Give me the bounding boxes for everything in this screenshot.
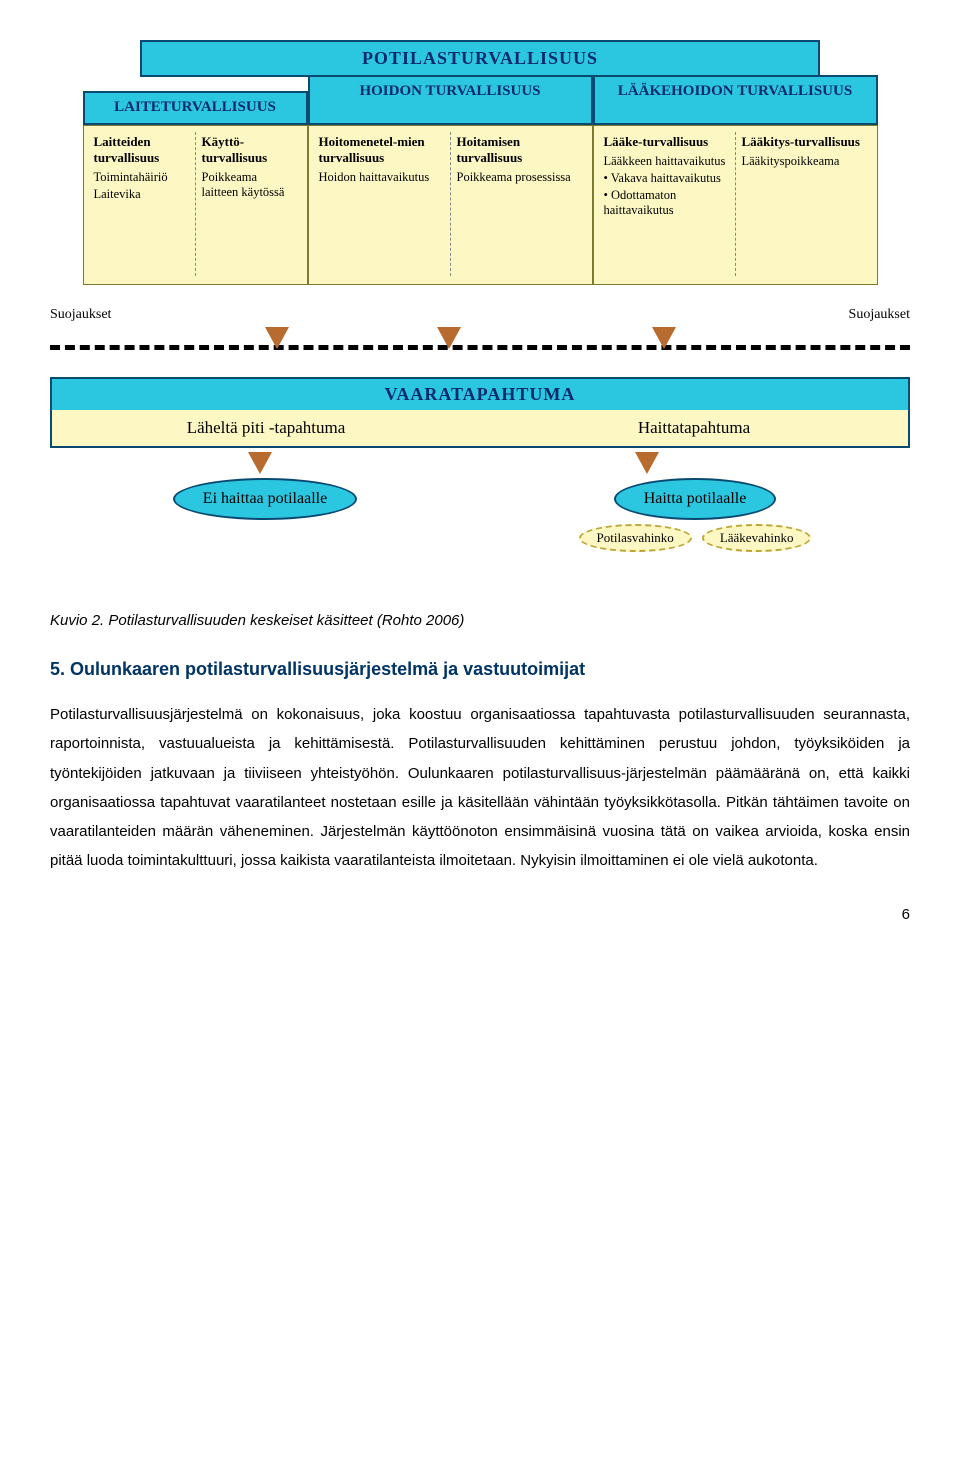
vaaratapahtuma-box: VAARATAPAHTUMA Läheltä piti -tapahtuma H… [50, 377, 910, 448]
sub-line: Lääkkeen haittavaikutus [604, 154, 729, 169]
barrier [50, 327, 910, 367]
page-number: 6 [50, 906, 910, 923]
sub-line: • Odottamaton haittavaikutus [604, 188, 729, 218]
diagram-top-header: POTILASTURVALLISUUS [140, 40, 820, 77]
vt-left: Läheltä piti -tapahtuma [52, 410, 480, 446]
sub-title: Lääkitys-turvallisuus [742, 134, 867, 150]
vt-header: VAARATAPAHTUMA [52, 379, 908, 410]
sub-line: Laitevika [94, 187, 189, 202]
sub-title: Hoitamisen turvallisuus [457, 134, 582, 166]
small-ellipse-potilasvahinko: Potilasvahinko [579, 524, 692, 552]
sub-block: Lääkitys-turvallisuus Lääkityspoikkeama [735, 132, 873, 276]
body-paragraph: Potilasturvallisuusjärjestelmä on kokona… [50, 700, 910, 876]
sub-title: Hoitomenetel-mien turvallisuus [319, 134, 444, 166]
sub-title: Laitteiden turvallisuus [94, 134, 189, 166]
column: LAITETURVALLISUUS Laitteiden turvallisuus… [83, 75, 308, 285]
ellipse-row: Ei haittaa potilaalle Haitta potilaalle … [50, 478, 910, 552]
sub-line: • Vakava haittavaikutus [604, 171, 729, 186]
column-body: Hoitomenetel-mien turvallisuus Hoidon hai… [308, 125, 593, 285]
sub-line: Toimintahäiriö [94, 170, 189, 185]
column-body: Laitteiden turvallisuus Toimintahäiriö Lai… [83, 125, 308, 285]
sub-block: Hoitomenetel-mien turvallisuus Hoidon hai… [313, 132, 450, 276]
column-header: LAITETURVALLISUUS [83, 91, 308, 125]
sub-title: Käyttö-turvallisuus [202, 134, 297, 166]
arrow-row-2 [50, 448, 910, 482]
section-title: 5. Oulunkaaren potilasturvallisuusjärjes… [50, 659, 910, 680]
vt-body: Läheltä piti -tapahtuma Haittatapahtuma [52, 410, 908, 446]
sub-line: Lääkityspoikkeama [742, 154, 867, 169]
shield-row: Suojaukset Suojaukset [50, 307, 910, 323]
sub-block: Laitteiden turvallisuus Toimintahäiriö Lai… [88, 132, 195, 276]
column-header: LÄÄKEHOIDON TURVALLISUUS [593, 75, 878, 125]
barrier-line [50, 345, 910, 350]
vt-right: Haittatapahtuma [480, 410, 908, 446]
shield-label-left: Suojaukset [50, 307, 111, 323]
sub-block: Lääke-turvallisuus Lääkkeen haittavaikutu… [598, 132, 735, 276]
column-body: Lääke-turvallisuus Lääkkeen haittavaikutu… [593, 125, 878, 285]
down-arrow-icon [437, 327, 461, 349]
safety-concepts-diagram: POTILASTURVALLISUUS LAITETURVALLISUUS Lai… [50, 40, 910, 552]
column-header: HOIDON TURVALLISUUS [308, 75, 593, 125]
down-arrow-icon [248, 452, 272, 474]
sub-title: Lääke-turvallisuus [604, 134, 729, 150]
down-arrow-icon [652, 327, 676, 349]
sub-ellipses: Potilasvahinko Lääkevahinko [480, 524, 910, 552]
shield-label-right: Suojaukset [849, 307, 910, 323]
column: HOIDON TURVALLISUUS Hoitomenetel-mien tur… [308, 75, 593, 285]
sub-block: Hoitamisen turvallisuus Poikkeama prosess… [450, 132, 588, 276]
down-arrow-icon [635, 452, 659, 474]
diagram-columns: LAITETURVALLISUUS Laitteiden turvallisuus… [50, 75, 910, 285]
sub-line: Poikkeama prosessissa [457, 170, 582, 185]
figure-caption: Kuvio 2. Potilasturvallisuuden keskeiset… [50, 612, 910, 629]
small-ellipse-laakevahinko: Lääkevahinko [702, 524, 812, 552]
sub-line: Hoidon haittavaikutus [319, 170, 444, 185]
sub-block: Käyttö-turvallisuus Poikkeama laitteen kä… [195, 132, 303, 276]
column: LÄÄKEHOIDON TURVALLISUUS Lääke-turvallisu… [593, 75, 878, 285]
ellipse-harm: Haitta potilaalle [614, 478, 777, 520]
ellipse-no-harm: Ei haittaa potilaalle [173, 478, 357, 520]
sub-line: Poikkeama laitteen käytössä [202, 170, 297, 200]
down-arrow-icon [265, 327, 289, 349]
